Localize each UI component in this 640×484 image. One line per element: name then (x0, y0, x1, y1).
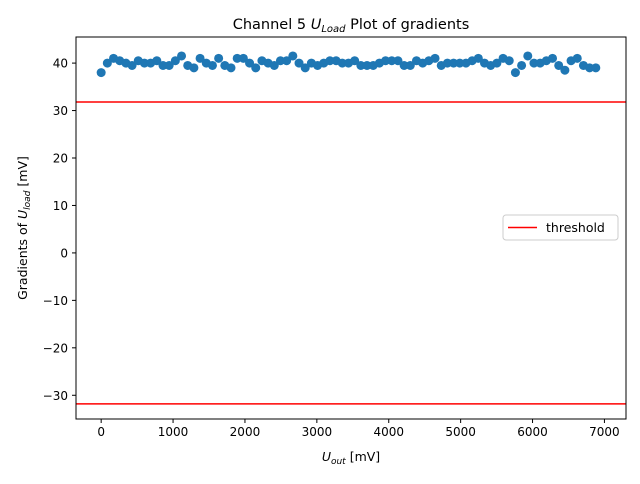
data-point (294, 58, 304, 68)
data-point (393, 56, 403, 66)
x-tick-label: 4000 (373, 425, 404, 439)
data-point (214, 53, 224, 63)
y-axis-label-unit: [mV] (15, 156, 30, 190)
y-axis-label-subscript: load (23, 190, 33, 210)
data-point (164, 60, 174, 70)
plot-area (75, 36, 627, 420)
data-point (387, 56, 397, 66)
x-tick-label: 2000 (230, 425, 261, 439)
data-point (189, 63, 199, 73)
data-point (504, 56, 514, 66)
chart-title-subscript: Load (321, 24, 346, 35)
data-point (473, 53, 483, 63)
data-point (492, 58, 502, 68)
data-point (517, 60, 527, 70)
x-axis-label-unit: [mV] (346, 449, 380, 464)
data-point (288, 51, 298, 61)
x-tick-label: 5000 (445, 425, 476, 439)
data-point (282, 56, 292, 66)
data-point (356, 60, 366, 70)
x-tick-label: 3000 (302, 425, 333, 439)
data-point (554, 60, 564, 70)
x-tick-label: 1000 (158, 425, 189, 439)
data-point (195, 53, 205, 63)
x-tick-label: 7000 (589, 425, 620, 439)
data-point (158, 60, 168, 70)
data-point (269, 60, 279, 70)
x-axis-label: Uout [mV] (322, 449, 380, 467)
data-point (510, 68, 520, 78)
y-axis-label-prefix: Gradients of (15, 219, 30, 300)
data-point (251, 63, 261, 73)
data-point (362, 60, 372, 70)
axes-frame (75, 36, 627, 420)
data-point (529, 58, 539, 68)
chart-title-variable: U (311, 17, 322, 33)
data-point (523, 51, 533, 61)
data-point (127, 60, 137, 70)
data-point (207, 60, 217, 70)
data-point (430, 53, 440, 63)
y-tick-label: 10 (53, 199, 68, 213)
data-point (325, 56, 335, 66)
data-point (337, 58, 347, 68)
y-tick-label: 0 (60, 246, 68, 260)
x-axis-label-subscript: out (331, 457, 346, 467)
y-tick-label: 20 (53, 152, 68, 166)
data-point (152, 56, 162, 66)
data-point (300, 63, 310, 73)
data-point (170, 56, 180, 66)
data-point (102, 58, 112, 68)
x-axis-label-variable: U (322, 449, 331, 464)
legend-box (502, 214, 619, 241)
data-point (96, 68, 106, 78)
data-point (560, 65, 570, 75)
data-point (139, 58, 149, 68)
y-axis-label: Gradients of Uload [mV] (15, 156, 33, 300)
y-tick-label: −10 (43, 294, 68, 308)
data-point (238, 53, 248, 63)
data-point (548, 53, 558, 63)
y-axis-label-variable: U (15, 210, 30, 219)
data-point (350, 56, 360, 66)
data-point (232, 53, 242, 63)
data-point (245, 58, 255, 68)
data-point (399, 60, 409, 70)
data-point (405, 60, 415, 70)
data-point (442, 58, 452, 68)
legend: threshold (502, 214, 619, 241)
data-point (591, 63, 601, 73)
data-point (381, 56, 391, 66)
threshold-lines (76, 101, 626, 405)
chart-title: Channel 5 ULoad Plot of gradients (233, 17, 470, 35)
data-point (226, 63, 236, 73)
legend-threshold-label: threshold (546, 220, 605, 235)
y-tick-label: −30 (43, 389, 68, 403)
data-point (455, 58, 465, 68)
x-tick-label: 6000 (517, 425, 548, 439)
y-tick-label: 30 (53, 104, 68, 118)
y-axis-ticks: −30 −20 −10 0 10 20 30 40 (43, 57, 76, 403)
data-point (585, 63, 595, 73)
chart-title-suffix: Plot of gradients (346, 17, 470, 33)
data-point (275, 56, 285, 66)
data-points (96, 51, 601, 78)
x-tick-label: 0 (97, 425, 105, 439)
data-point (572, 53, 582, 63)
y-tick-label: 40 (53, 57, 68, 71)
data-point (449, 58, 459, 68)
x-axis-ticks: 0 1000 2000 3000 4000 5000 6000 7000 (97, 419, 620, 439)
y-tick-label: −20 (43, 341, 68, 355)
chart-title-prefix: Channel 5 (233, 17, 311, 33)
data-point (177, 51, 187, 61)
